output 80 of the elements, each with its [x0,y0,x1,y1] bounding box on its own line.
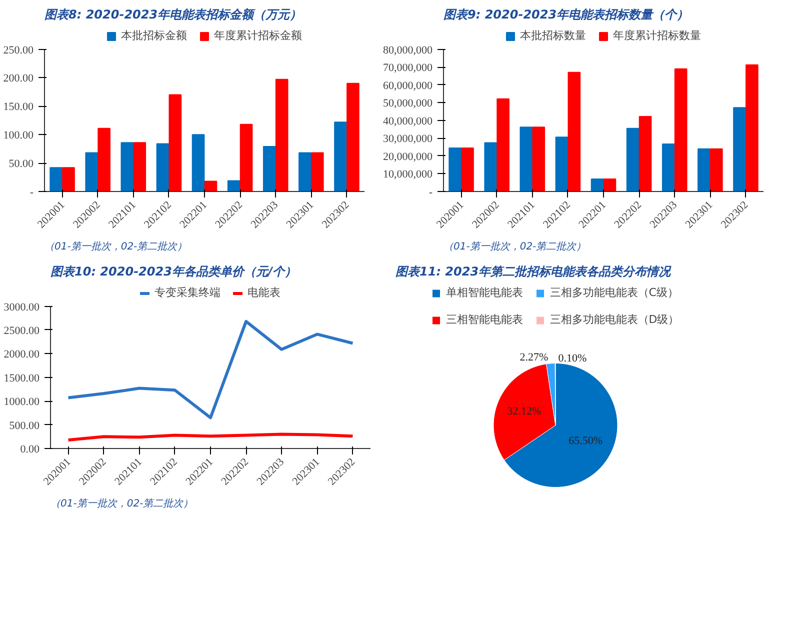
chart-title: 图表8: 2020-2023年电能表招标金额（万元） [44,8,302,22]
y-tick-label: 80,000,000 [383,44,433,56]
y-tick-label: - [30,186,34,198]
bar [62,167,75,192]
y-tick-label: 30,000,000 [383,133,433,146]
bar [192,134,205,192]
y-tick-label: 250.00 [3,44,34,56]
bar [120,142,134,192]
bar [334,122,347,192]
bar [698,148,710,192]
y-tick-label: 20,000,000 [383,150,433,163]
bar [227,180,240,192]
bar [520,126,533,192]
bar [85,152,98,192]
bar [532,126,546,192]
data-label: 0.10% [558,352,587,364]
y-tick-label: 2000.00 [4,348,40,361]
legend-label: 专变采集终端 [154,285,220,300]
bar [733,107,746,192]
y-tick-label: 10,000,000 [383,168,433,181]
text: （01-第一批次，02-第二批次） [444,240,586,252]
bar [496,98,510,192]
y-tick-label: 500.00 [9,420,40,432]
chart-title: 图表11: 2023年第二批招标电能表各品类分布情况 [396,264,672,278]
bar [626,128,640,192]
bar [590,178,604,192]
bar [156,143,170,192]
y-tick-label: 150.00 [3,101,34,114]
legend-label: 三相多功能电能表（C级） [550,285,678,300]
y-tick-label: - [428,186,433,198]
line-series [66,320,354,420]
bar [603,178,616,192]
bar [98,128,110,192]
y-tick-label: 50,000,000 [383,98,433,110]
legend-label: 年度累计招标金额 [214,28,302,43]
legend-label: 本批招标金额 [121,28,187,43]
bar [204,180,218,192]
bar [133,142,146,192]
data-label: 65.50% [568,435,603,448]
legend-label: 单相智能电能表 [446,285,523,300]
bar [746,64,758,192]
bar [275,78,288,192]
bar [461,147,474,192]
y-tick-label: 60,000,000 [383,80,433,92]
y-tick-label: 1000.00 [4,396,40,408]
data-label: 32.12% [507,406,542,418]
bar [568,72,581,192]
y-tick-label: 40,000,000 [383,115,433,128]
text: （01-第一批次，02-第二批次） [44,240,188,252]
y-tick-label: 70,000,000 [383,62,433,74]
y-tick-label: 50.00 [8,158,34,170]
data-label: 2.27% [520,351,548,364]
bar [448,147,462,192]
legend-label: 三相智能电能表 [446,312,523,327]
legend-label: 年度累计招标数量 [613,28,701,43]
bar [168,94,182,192]
bar [484,142,498,192]
bar [50,167,62,192]
bar [555,136,568,192]
legend-label: 本批招标数量 [520,28,586,43]
bar [262,146,276,192]
chart-title: 图表9: 2020-2023年电能表招标数量（个） [444,8,689,22]
text: （01-第一批次，02-第二批次） [50,498,194,510]
y-tick-label: 100.00 [3,130,34,142]
y-tick-label: 0.00 [20,444,40,456]
bar [310,152,324,192]
y-tick-label: 2500.00 [4,324,40,337]
legend-label: 电能表 [248,285,280,300]
bar [298,152,312,192]
legend-label: 三相多功能电能表（D级） [550,312,680,327]
chart-title: 图表10: 2020-2023年各品类单价（元/个） [50,264,296,278]
bar [638,116,652,192]
bar [674,68,688,192]
bar [662,144,675,192]
y-tick-label: 3000.00 [4,301,40,314]
bar [710,148,723,192]
bar [346,82,360,192]
y-tick-label: 1500.00 [4,372,40,384]
y-tick-label: 200.00 [3,72,34,85]
bar [240,124,253,192]
